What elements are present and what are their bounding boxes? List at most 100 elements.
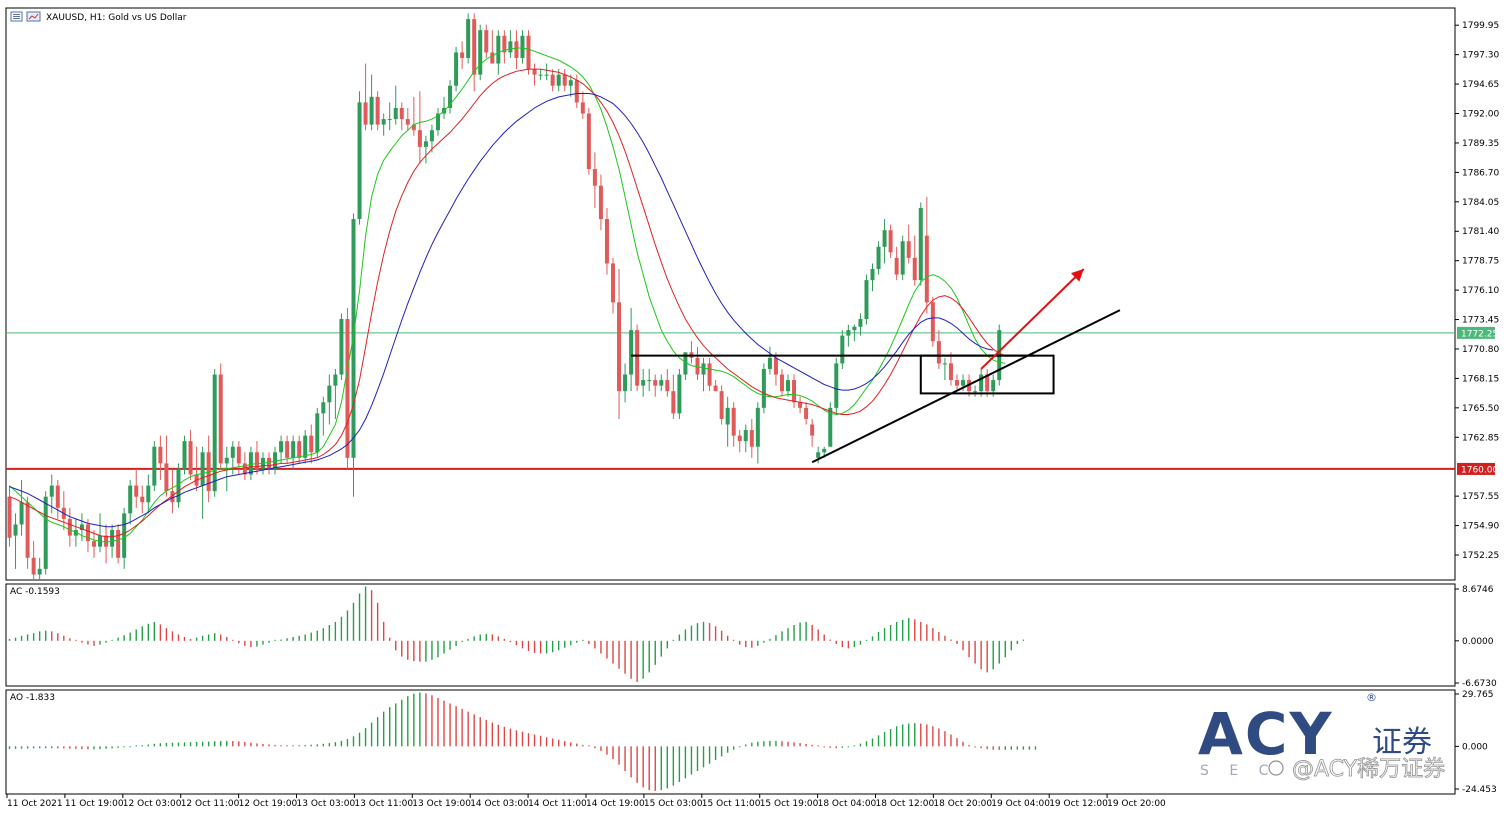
candle-body xyxy=(309,435,314,453)
candle-body xyxy=(882,230,887,247)
candle xyxy=(888,224,893,258)
candle xyxy=(979,368,984,397)
candle-body xyxy=(496,35,501,64)
chart-icon[interactable] xyxy=(26,11,41,22)
candle xyxy=(792,374,797,408)
ac-tick-label: 8.6746 xyxy=(1462,585,1494,595)
candle xyxy=(635,324,640,392)
candle-body xyxy=(55,485,60,508)
candle xyxy=(85,518,90,553)
candle xyxy=(942,357,947,381)
candle-body xyxy=(472,19,477,75)
candle-body xyxy=(580,102,585,114)
candle-body xyxy=(767,357,772,369)
acy-registered: ® xyxy=(1366,691,1377,704)
candle-body xyxy=(285,441,290,458)
ac-indicator-panel[interactable] xyxy=(5,583,1456,687)
acy-logo: ACY xyxy=(1198,700,1333,768)
candle xyxy=(834,357,839,414)
candle-body xyxy=(399,107,404,120)
support-price-tag-bg xyxy=(1457,462,1495,475)
candle xyxy=(381,113,386,136)
main-price-panel[interactable] xyxy=(5,7,1456,581)
candle xyxy=(327,374,332,425)
candle-body xyxy=(122,513,127,558)
candle xyxy=(894,246,899,281)
candle xyxy=(454,46,459,92)
candle xyxy=(248,446,253,481)
candle-body xyxy=(218,374,223,464)
candle-body xyxy=(568,80,573,86)
candle xyxy=(140,485,145,514)
time-tick-label: 12 Oct 11:00 xyxy=(181,799,240,809)
time-tick-label: 19 Oct 20:00 xyxy=(1107,799,1166,809)
candle-body xyxy=(273,452,278,469)
candle-body xyxy=(363,102,368,125)
candle-body xyxy=(604,219,609,264)
candle-body xyxy=(267,457,272,469)
candle-body xyxy=(876,246,881,270)
candle-body xyxy=(526,35,531,70)
candle xyxy=(755,402,760,464)
consolidation-box[interactable] xyxy=(919,354,1055,395)
candle xyxy=(254,441,259,475)
candle xyxy=(399,102,404,131)
candle-body xyxy=(912,257,917,281)
time-axis[interactable]: 11 Oct 2021 11 Oct 19:00 12 Oct 03:00 12 Oc… xyxy=(6,794,1166,809)
candle-body xyxy=(104,535,109,547)
candle-body xyxy=(393,107,398,120)
candle-body xyxy=(357,102,362,220)
candle-body xyxy=(381,119,386,125)
candle xyxy=(212,368,217,497)
candle xyxy=(882,219,887,264)
candle-body xyxy=(918,207,923,281)
candle xyxy=(297,435,302,464)
ascending-trendline[interactable] xyxy=(811,309,1121,464)
candle xyxy=(786,374,791,397)
candle xyxy=(936,330,941,369)
ma-slow-line xyxy=(9,93,994,528)
time-tick-label: 15 Oct 03:00 xyxy=(644,799,703,809)
candle xyxy=(538,69,543,81)
candle-body xyxy=(786,380,791,392)
candle-body xyxy=(387,119,392,121)
ao-tick-label: 29.765 xyxy=(1462,690,1494,700)
candle-body xyxy=(707,363,712,386)
candle-body xyxy=(327,385,332,403)
candle-body xyxy=(279,441,284,453)
candle xyxy=(448,80,453,114)
candle-body xyxy=(773,357,778,375)
time-tick-label: 13 Oct 19:00 xyxy=(412,799,471,809)
candle xyxy=(339,313,344,381)
candle-body xyxy=(297,441,302,458)
ao-indicator-panel[interactable] xyxy=(5,689,1456,795)
price-tick-label: 1765.50 xyxy=(1462,404,1499,414)
price-tick-label: 1784.05 xyxy=(1462,198,1499,208)
candle-body xyxy=(248,452,253,475)
price-axis[interactable]: 1799.95 1797.30 1794.65 1792.00 1789.35 1786.… xyxy=(1455,21,1499,795)
candle xyxy=(435,107,440,136)
candle-body xyxy=(852,326,857,331)
candle-body xyxy=(954,380,959,386)
candle xyxy=(158,435,163,481)
candle-body xyxy=(466,19,471,58)
candle-body xyxy=(701,363,706,375)
price-tick-label: 1752.25 xyxy=(1462,551,1499,561)
time-tick-label: 15 Oct 11:00 xyxy=(702,799,761,809)
candle-body xyxy=(598,185,603,220)
candle-body xyxy=(91,541,96,547)
candle-body xyxy=(140,496,145,503)
candle-body xyxy=(665,380,670,392)
candle xyxy=(737,430,742,453)
price-tick-label: 1792.00 xyxy=(1462,110,1499,120)
ac-tick-label: -6.6730 xyxy=(1462,679,1497,689)
candle xyxy=(707,357,712,392)
price-tick-label: 1799.95 xyxy=(1462,21,1499,31)
bullish-arrow-line[interactable] xyxy=(980,268,1085,370)
candle-body xyxy=(37,568,42,575)
candle-body xyxy=(67,518,72,536)
candle-body xyxy=(538,74,543,76)
candle-body xyxy=(816,452,821,458)
list-icon[interactable] xyxy=(10,11,23,22)
